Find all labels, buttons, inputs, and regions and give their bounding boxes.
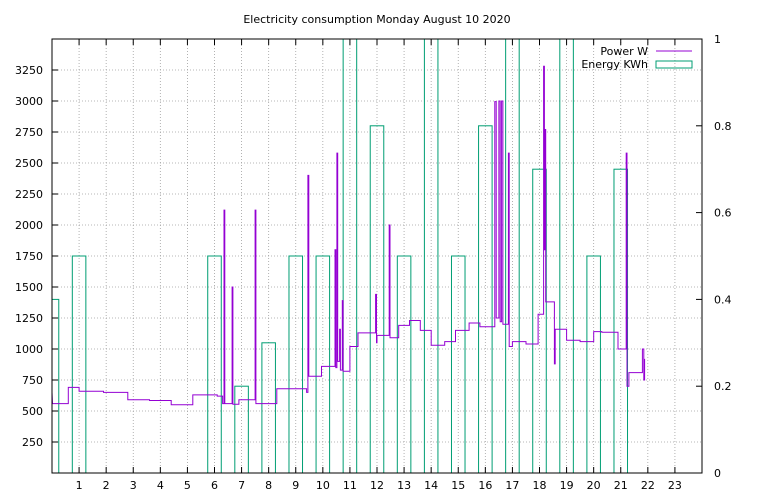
x-tick-label: 7	[238, 479, 245, 492]
y-tick-label: 500	[22, 405, 43, 418]
x-tick-label: 13	[397, 479, 411, 492]
chart-title: Electricity consumption Monday August 10…	[243, 13, 510, 26]
x-tick-label: 19	[560, 479, 574, 492]
y-tick-label: 3250	[15, 64, 43, 77]
y-tick-label: 1500	[15, 281, 43, 294]
y2-tick-label: 0.6	[714, 207, 732, 220]
x-tick-label: 22	[641, 479, 655, 492]
x-tick-label: 1	[76, 479, 83, 492]
power-line	[51, 65, 646, 406]
x-tick-label: 10	[316, 479, 330, 492]
legend-label-power: Power W	[600, 45, 648, 58]
x-tick-label: 5	[184, 479, 191, 492]
x-tick-label: 21	[614, 479, 628, 492]
x-tick-label: 9	[292, 479, 299, 492]
legend-label-energy: Energy KWh	[581, 58, 648, 71]
y-tick-label: 1000	[15, 343, 43, 356]
x-tick-label: 18	[533, 479, 547, 492]
x-tick-label: 20	[587, 479, 601, 492]
x-tick-label: 23	[668, 479, 682, 492]
y-tick-label: 750	[22, 374, 43, 387]
y-tick-label: 2250	[15, 188, 43, 201]
x-tick-label: 17	[505, 479, 519, 492]
energy-bar	[51, 298, 60, 474]
legend: Power W Energy KWh	[581, 45, 693, 71]
y-tick-label: 250	[22, 436, 43, 449]
y-tick-label: 2500	[15, 157, 43, 170]
y-tick-label: 2000	[15, 219, 43, 232]
x-tick-label: 12	[370, 479, 384, 492]
legend-swatch-energy	[655, 60, 693, 69]
x-tick-label: 6	[211, 479, 218, 492]
power-line-layer	[51, 65, 646, 406]
y2-tick-label: 0	[714, 467, 721, 480]
y-tick-label: 1750	[15, 250, 43, 263]
x-tick-label: 15	[451, 479, 465, 492]
axis-ticks: 1 2 3 4 5 6 7 8 9 10 11 12 13 14 15 16 17 18 19 20 21 22 23250…	[15, 33, 732, 492]
x-tick-label: 14	[424, 479, 438, 492]
y2-tick-label: 1	[714, 33, 721, 46]
y-tick-label: 3000	[15, 95, 43, 108]
y-tick-label: 2750	[15, 126, 43, 139]
x-tick-label: 8	[265, 479, 272, 492]
grid	[52, 39, 702, 473]
x-tick-label: 4	[157, 479, 164, 492]
x-tick-label: 16	[478, 479, 492, 492]
y-tick-label: 1250	[15, 312, 43, 325]
y2-tick-label: 0.4	[714, 293, 732, 306]
x-tick-label: 3	[130, 479, 137, 492]
x-tick-label: 2	[103, 479, 110, 492]
y2-tick-label: 0.8	[714, 120, 732, 133]
y2-tick-label: 0.2	[714, 380, 732, 393]
x-tick-label: 11	[343, 479, 357, 492]
